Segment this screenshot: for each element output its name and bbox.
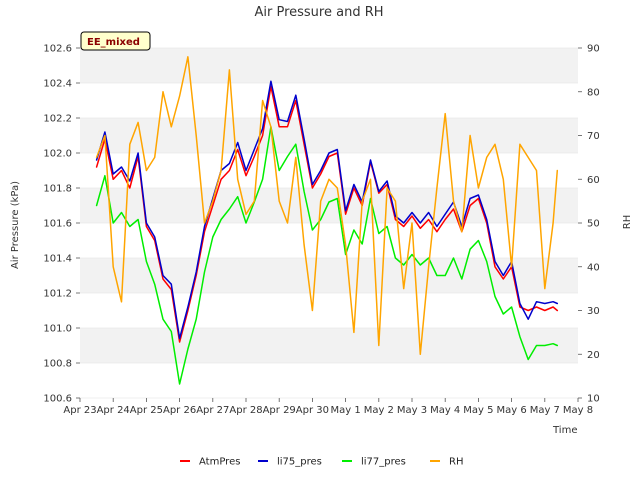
- y-axis-title: Air Pressure (kPa): [10, 181, 21, 269]
- grid-band: [80, 48, 578, 83]
- x-axis-title: Time: [552, 425, 577, 436]
- y2-tick-label: 60: [587, 175, 600, 186]
- x-tick-label: May 5: [463, 405, 493, 416]
- y2-tick-label: 80: [587, 87, 600, 98]
- y2-tick-label: 40: [587, 262, 600, 273]
- x-tick-label: Apr 29: [263, 405, 296, 416]
- x-tick-label: May 7: [530, 405, 560, 416]
- legend-label: AtmPres: [199, 457, 240, 468]
- y2-tick-label: 90: [587, 44, 600, 55]
- y2-axis-ticks: 10 20 30 40 50 60 70 80 90: [578, 44, 600, 405]
- y2-tick-label: 10: [587, 394, 600, 405]
- legend-label: li77_pres: [361, 457, 406, 468]
- grid-band: [80, 328, 578, 363]
- y-tick-label: 101.2: [43, 289, 72, 300]
- x-tick-label: May 6: [496, 405, 526, 416]
- y2-tick-label: 30: [587, 306, 600, 317]
- y-axis-ticks: 100.6 100.8 101.0 101.2 101.4 101.6 101.8 102.0…: [43, 44, 80, 405]
- x-tick-label: May 1: [330, 405, 360, 416]
- grid-lines: [80, 47, 578, 399]
- y-tick-label: 102.6: [43, 44, 72, 55]
- y-tick-label: 100.6: [43, 394, 72, 405]
- x-tick-label: May 8: [563, 405, 593, 416]
- x-tick-label: Apr 24: [97, 405, 130, 416]
- series-line-li77-pres: [95, 125, 559, 385]
- badge-text: EE_mixed: [87, 37, 140, 48]
- x-tick-label: May 2: [364, 405, 394, 416]
- badge-box: [80, 31, 151, 51]
- x-tick-label: May 3: [397, 405, 427, 416]
- series-line-rh: [95, 56, 559, 356]
- x-tick-label: Apr 27: [196, 405, 229, 416]
- y-tick-label: 101.8: [43, 184, 72, 195]
- y-tick-label: 102.0: [43, 149, 72, 160]
- x-tick-label: May 4: [430, 405, 460, 416]
- x-axis-ticks: Apr 23 Apr 24 Apr 25 Apr 26 Apr 27 Apr 28 Apr …: [63, 398, 593, 416]
- grid-band: [80, 118, 578, 153]
- legend-label: RH: [449, 457, 463, 468]
- legend-label: li75_pres: [277, 457, 322, 468]
- x-tick-label: Apr 26: [163, 405, 196, 416]
- y-tick-label: 102.4: [43, 79, 72, 90]
- series-layer: [95, 56, 559, 385]
- y2-tick-label: 50: [587, 219, 600, 230]
- x-tick-label: Apr 25: [130, 405, 163, 416]
- y-tick-label: 101.0: [43, 324, 72, 335]
- grid-bands: [80, 48, 578, 363]
- x-tick-label: Apr 30: [296, 405, 329, 416]
- y2-tick-label: 20: [587, 350, 600, 361]
- x-tick-label: Apr 28: [229, 405, 262, 416]
- y2-tick-label: 70: [587, 131, 600, 142]
- y-tick-label: 101.4: [43, 254, 72, 265]
- legend: AtmPres li75_pres li77_pres RH: [180, 457, 463, 468]
- x-tick-label: Apr 23: [63, 405, 96, 416]
- y2-axis-title: RH: [622, 215, 633, 229]
- y-tick-label: 100.8: [43, 359, 72, 370]
- y-tick-label: 101.6: [43, 219, 72, 230]
- grid-band: [80, 188, 578, 223]
- series-line-li75-pres: [95, 80, 559, 340]
- y-tick-label: 102.2: [43, 114, 72, 125]
- badge: EE_mixed: [80, 31, 151, 51]
- chart-title: Air Pressure and RH: [254, 5, 383, 20]
